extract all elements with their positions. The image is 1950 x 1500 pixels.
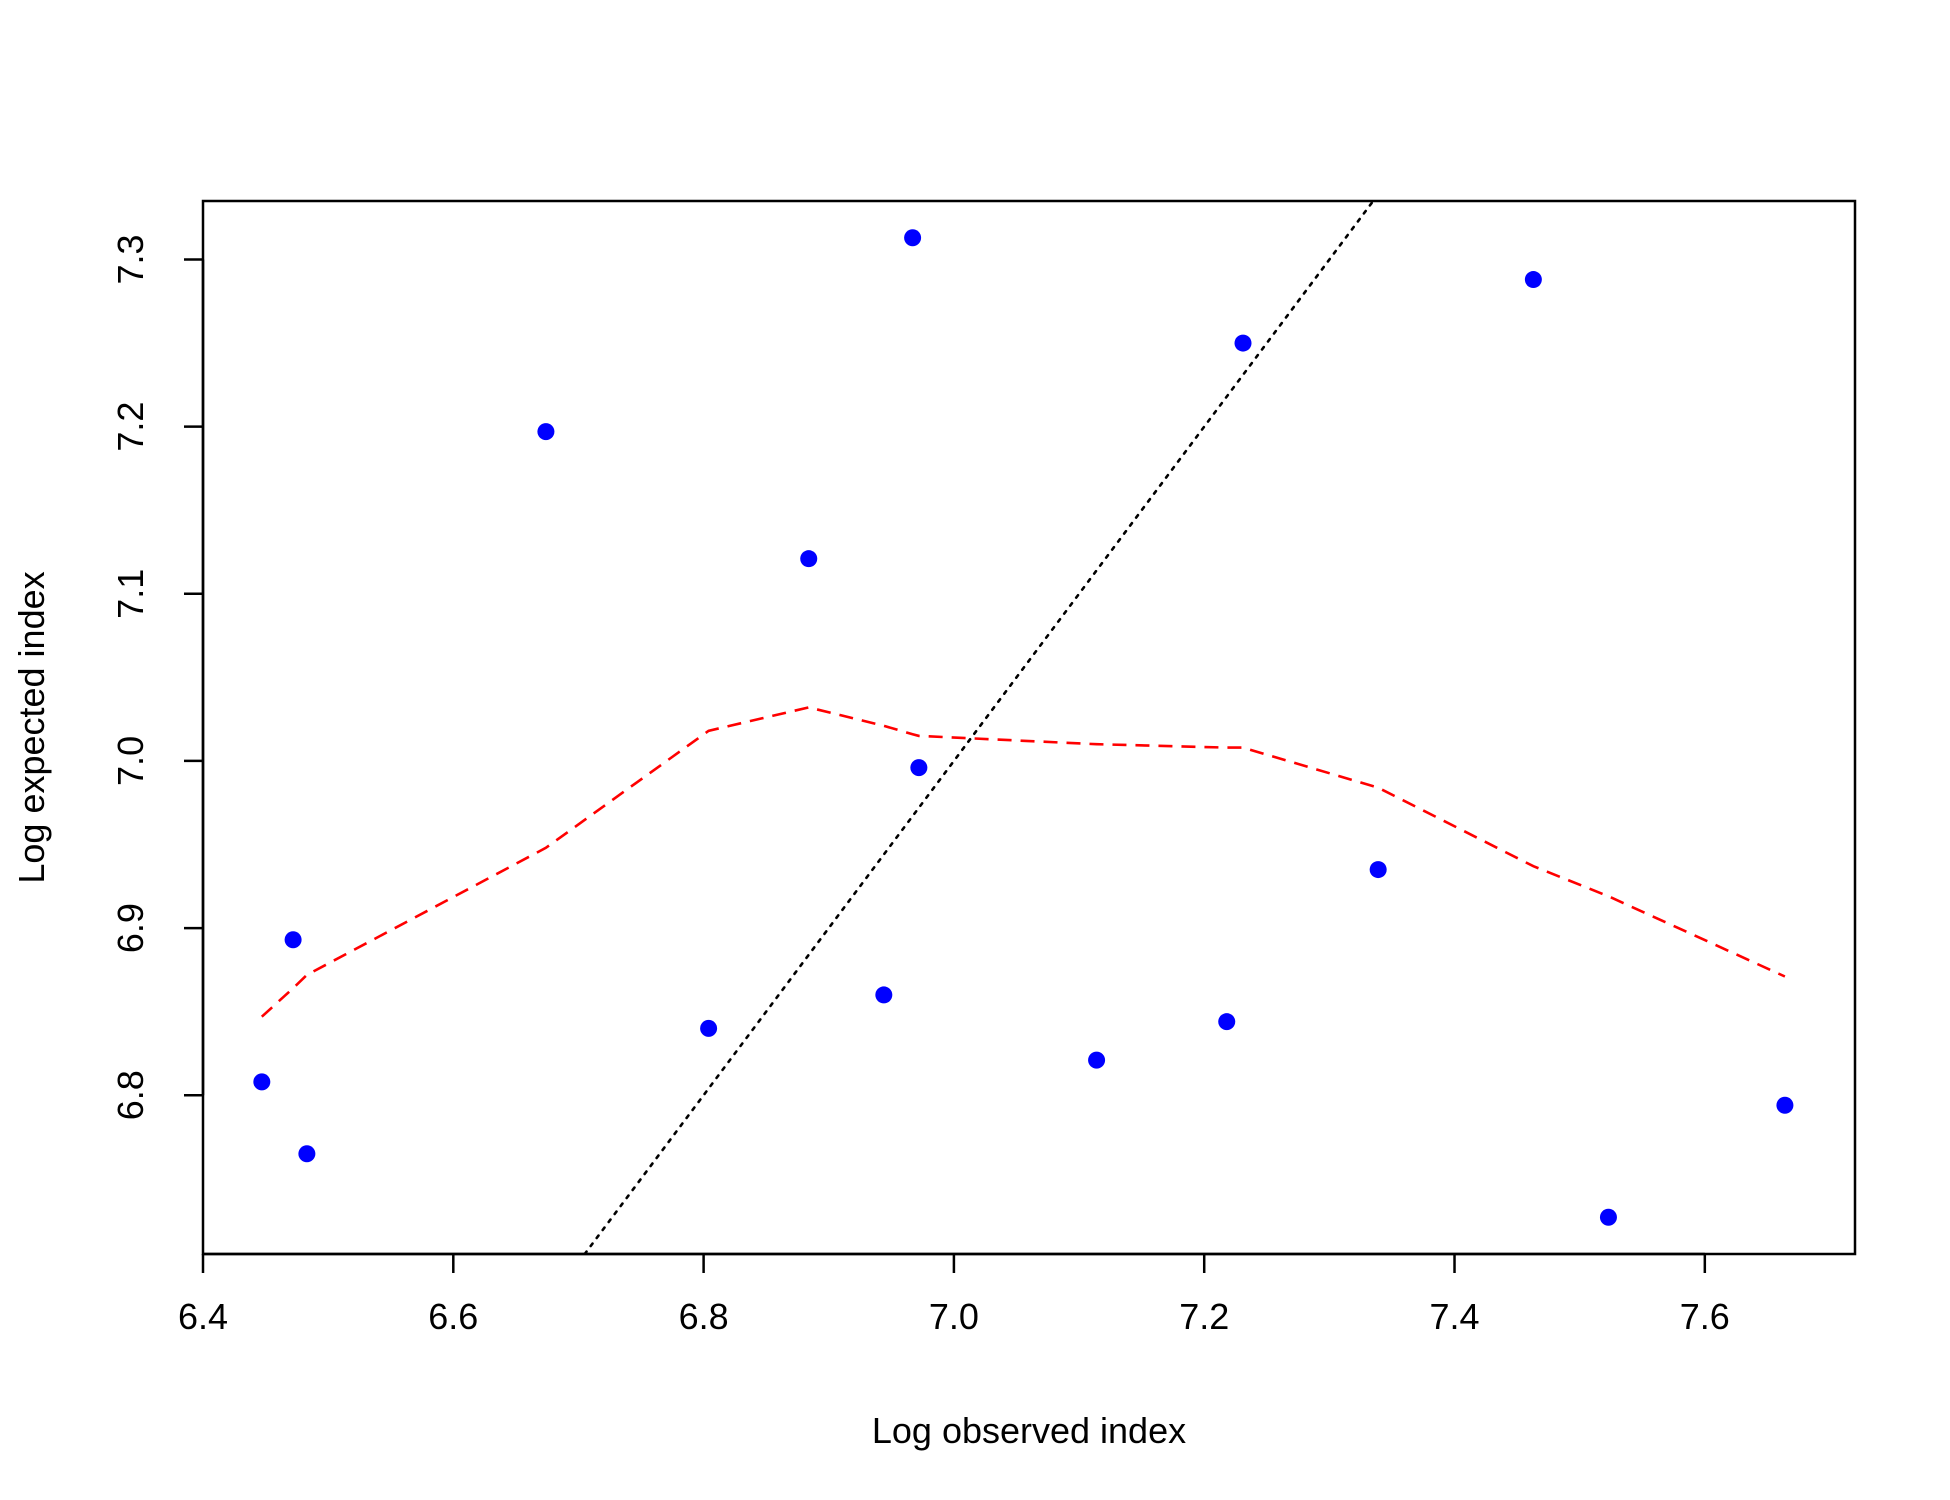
data-point <box>875 986 893 1004</box>
y-axis: 6.8 6.9 7.0 7.1 7.2 7.3 <box>110 234 205 1120</box>
data-point <box>1599 1208 1617 1226</box>
x-tick-label: 6.4 <box>178 1296 228 1337</box>
data-point <box>1524 271 1542 289</box>
identity-reference-line <box>583 201 1375 1254</box>
x-tick-label: 6.6 <box>428 1296 478 1337</box>
series-layer <box>253 201 1794 1254</box>
x-axis: 6.4 6.6 6.8 7.0 7.2 7.4 7.6 <box>178 1252 1730 1337</box>
data-point <box>904 229 922 247</box>
data-point <box>1218 1013 1236 1031</box>
data-point <box>1234 334 1252 352</box>
plot-frame <box>201 199 1857 1256</box>
y-tick-label: 6.8 <box>110 1070 151 1120</box>
data-point <box>1088 1051 1106 1069</box>
y-tick-label: 7.0 <box>110 736 151 786</box>
x-tick-label: 7.0 <box>929 1296 979 1337</box>
y-tick-label: 7.1 <box>110 569 151 619</box>
data-point <box>284 931 302 949</box>
x-tick-label: 7.6 <box>1680 1296 1730 1337</box>
data-point <box>537 423 555 441</box>
y-tick-label: 6.9 <box>110 903 151 953</box>
data-point <box>700 1019 718 1037</box>
data-point <box>1776 1096 1794 1114</box>
data-point <box>910 759 928 777</box>
y-tick-label: 7.3 <box>110 234 151 284</box>
y-axis-title: Log expected index <box>11 571 52 883</box>
smooth-trend-line <box>260 706 1786 1018</box>
data-point <box>800 550 818 568</box>
data-point <box>1369 861 1387 879</box>
x-tick-label: 7.2 <box>1179 1296 1229 1337</box>
x-tick-label: 6.8 <box>679 1296 729 1337</box>
y-tick-label: 7.2 <box>110 402 151 452</box>
x-axis-title: Log observed index <box>872 1410 1186 1451</box>
data-point <box>298 1145 316 1163</box>
x-tick-label: 7.4 <box>1429 1296 1479 1337</box>
data-point <box>253 1073 271 1091</box>
